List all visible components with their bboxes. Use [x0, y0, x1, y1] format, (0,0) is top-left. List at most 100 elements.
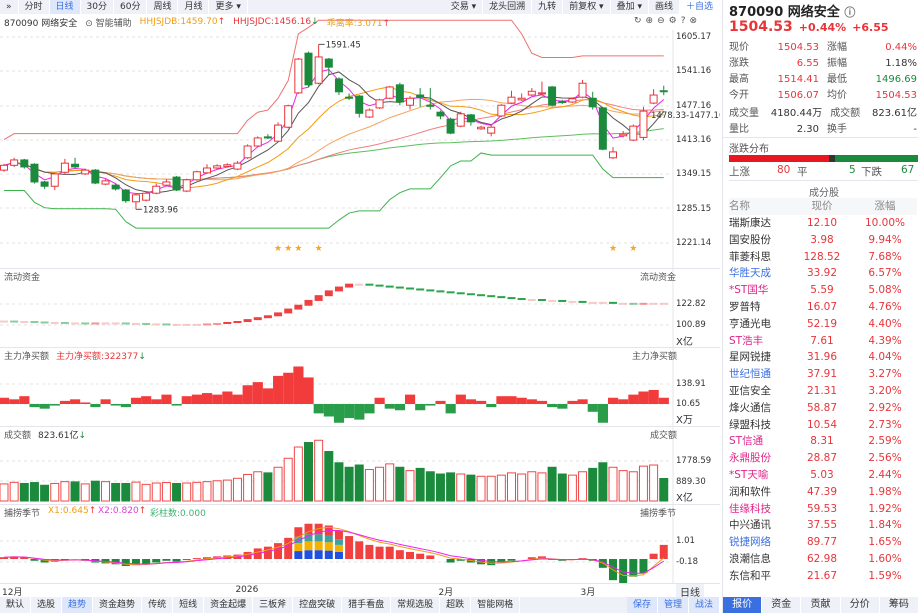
constituent-row[interactable]: 锐捷网络 89.77 1.65%: [729, 534, 917, 551]
col-change[interactable]: 涨幅: [874, 200, 896, 212]
strategy-tab[interactable]: 控盘突破: [293, 597, 343, 613]
constituent-row[interactable]: 亨通光电 52.19 4.40%: [729, 316, 917, 333]
constituent-row[interactable]: *ST国华 5.59 5.08%: [729, 282, 917, 299]
constituent-row[interactable]: 罗普特 16.07 4.76%: [729, 299, 917, 316]
constituent-row[interactable]: 永鼎股份 28.87 2.56%: [729, 450, 917, 467]
stock-price: 28.87: [806, 452, 838, 465]
strategy-tab[interactable]: 猎手看盘: [342, 597, 392, 613]
toolbar-item[interactable]: 更多 ▾: [209, 0, 248, 14]
flow-bar: [30, 321, 39, 324]
strategy-tab[interactable]: 三板斧: [253, 597, 294, 613]
toolbar-item[interactable]: 日线: [49, 0, 81, 14]
constituent-row[interactable]: 亚信安全 21.31 3.20%: [729, 383, 917, 400]
constituent-row[interactable]: 烽火通信 58.87 2.92%: [729, 400, 917, 417]
constituent-row[interactable]: 国安股份 3.98 9.94%: [729, 232, 917, 249]
constituent-row[interactable]: 世纪恒通 37.91 3.27%: [729, 366, 917, 383]
price-tick: 1349.15: [676, 169, 712, 180]
strategy-tab[interactable]: 常规选股: [391, 597, 441, 613]
constituent-row[interactable]: 菲菱科思 128.52 7.68%: [729, 249, 917, 266]
expand-icon[interactable]: »: [0, 0, 19, 14]
strategy-tab[interactable]: 资金起爆: [204, 597, 254, 613]
constituent-row[interactable]: ST浩丰 7.61 4.39%: [729, 333, 917, 350]
smart-assist-toggle[interactable]: ⊙ 智能辅助: [85, 18, 132, 29]
toolbar-item[interactable]: 分时: [19, 0, 50, 14]
quote-pct: +0.44%: [798, 21, 847, 34]
quote-tab[interactable]: 报价: [723, 597, 763, 613]
flow-bar: [111, 322, 120, 325]
netbuy-bar: [415, 404, 426, 411]
toolbar-item[interactable]: 交易 ▾: [445, 0, 484, 14]
season-bar: [395, 550, 404, 559]
strategy-tab[interactable]: 趋势: [62, 597, 94, 613]
candle-body: [588, 97, 597, 108]
toolbar-item[interactable]: ＋自选: [679, 0, 720, 14]
info-icon[interactable]: ⓘ: [844, 6, 856, 19]
flow-bar: [406, 287, 414, 290]
constituent-row[interactable]: 瑞斯康达 12.10 10.00%: [729, 215, 917, 232]
constituent-row[interactable]: 润和软件 47.39 1.98%: [729, 484, 917, 501]
quote-label: 今开: [729, 90, 749, 101]
netbuy-bar: [648, 389, 659, 404]
col-price[interactable]: 现价: [811, 200, 833, 212]
candle-body: [142, 192, 151, 201]
constituent-row[interactable]: *ST天喻 5.03 2.44%: [729, 467, 917, 484]
action-button-2[interactable]: 战法: [688, 597, 720, 613]
candle-body: [203, 167, 211, 174]
ind-bias-value: 乖离率:3.071: [326, 18, 383, 29]
toolbar-item[interactable]: 30分: [81, 0, 114, 14]
stock-change: 1.92%: [868, 502, 902, 515]
stock-name: *ST国华: [729, 284, 769, 297]
strategy-tab[interactable]: 传统: [142, 597, 174, 613]
flow-bar: [40, 321, 49, 324]
quote-tab[interactable]: 筹码: [880, 597, 918, 613]
season-bar: [0, 557, 8, 559]
constituent-row[interactable]: ST信通 8.31 2.59%: [729, 433, 917, 450]
candle-body: [81, 169, 90, 175]
strategy-tab[interactable]: 智能网格: [471, 597, 521, 613]
constituent-row[interactable]: 东信和平 21.67 1.59%: [729, 568, 917, 585]
strategy-tab[interactable]: 资金趋势: [93, 597, 143, 613]
strategy-tab[interactable]: 超跌: [440, 597, 472, 613]
flow-bar: [548, 299, 557, 302]
netbuy-bar: [333, 404, 345, 423]
quote-tab[interactable]: 贡献: [801, 597, 841, 613]
flow-bar: [629, 302, 638, 305]
constituent-row[interactable]: 浪潮信息 62.98 1.60%: [729, 551, 917, 568]
candle-body: [172, 176, 181, 191]
chart-tool-icons[interactable]: ↻⊕⊖⚙?⊗: [634, 16, 702, 26]
toolbar-item[interactable]: 月线: [178, 0, 210, 14]
stock-price: 5.59: [810, 284, 834, 297]
action-button-0[interactable]: 保存: [626, 597, 658, 613]
strategy-tab[interactable]: 短线: [173, 597, 205, 613]
toolbar-item[interactable]: 周线: [147, 0, 179, 14]
toolbar-item[interactable]: 前复权 ▾: [563, 0, 611, 14]
action-button-1[interactable]: 管理: [657, 597, 689, 613]
toolbar-item[interactable]: 九转: [532, 0, 564, 14]
toolbar-item[interactable]: 叠加 ▾: [611, 0, 649, 14]
quote-tab[interactable]: 分价: [841, 597, 880, 613]
constituent-row[interactable]: 绿盟科技 10.54 2.73%: [729, 417, 917, 434]
constituent-row[interactable]: 华胜天成 33.92 6.57%: [729, 265, 917, 282]
strategy-tab[interactable]: 默认: [0, 597, 32, 613]
season-bar: [365, 544, 374, 559]
constituent-row[interactable]: 佳缘科技 59.53 1.92%: [729, 501, 917, 518]
toolbar-item[interactable]: 画线: [649, 0, 680, 14]
strategy-tab[interactable]: 选股: [31, 597, 63, 613]
quote-tab[interactable]: 资金: [762, 597, 802, 613]
flow-bar: [487, 295, 496, 298]
flow-bar: [152, 323, 161, 326]
dist-bar-flat: [829, 155, 836, 162]
volume-bar: [557, 473, 567, 502]
netbuy-bar: [232, 394, 243, 404]
toolbar-item[interactable]: 龙头回溯: [483, 0, 533, 14]
stock-change: 2.44%: [868, 469, 902, 481]
toolbar-item[interactable]: 60分: [114, 0, 148, 14]
constituent-row[interactable]: 中兴通讯 37.55 1.84%: [729, 517, 917, 534]
col-name[interactable]: 名称: [729, 200, 750, 212]
season-bar-segment: [334, 530, 343, 540]
candle-body: [223, 164, 232, 167]
netbuy-tick: 10.65: [676, 399, 701, 409]
constituent-row[interactable]: 星网锐捷 31.96 4.04%: [729, 349, 917, 366]
flat-label: 平: [797, 166, 808, 178]
